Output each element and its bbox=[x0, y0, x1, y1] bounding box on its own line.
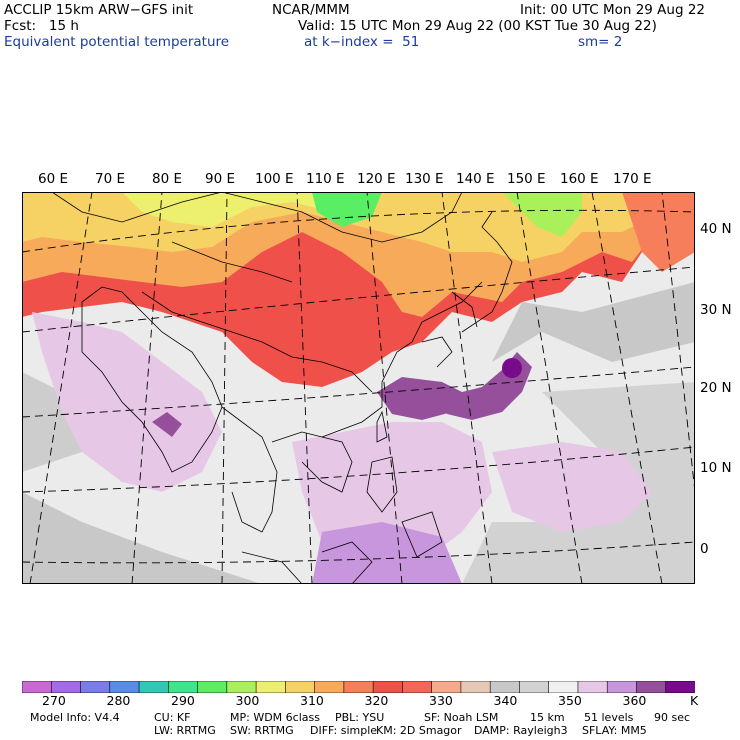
lon-label: 80 E bbox=[152, 171, 182, 187]
map-frame bbox=[22, 192, 695, 584]
field-green bbox=[312, 192, 382, 227]
colorbar-swatch bbox=[255, 681, 287, 693]
graticule bbox=[22, 192, 695, 584]
colorbar-swatch bbox=[489, 681, 521, 693]
colorbar-swatch bbox=[197, 681, 228, 693]
colorbar-tick-label: 310 bbox=[300, 693, 324, 708]
colorbar-swatch bbox=[50, 681, 82, 693]
lon-label: 130 E bbox=[405, 171, 444, 187]
field-purple-bay bbox=[152, 412, 182, 437]
colorbar bbox=[22, 681, 695, 693]
model-title: ACCLIP 15km ARW−GFS init bbox=[4, 2, 194, 18]
lon-label: 150 E bbox=[507, 171, 546, 187]
forecast-hour: Fcst: 15 h bbox=[4, 18, 79, 34]
lon-label: 60 E bbox=[38, 171, 68, 187]
lat-label: 30 N bbox=[700, 302, 732, 318]
footer-item: 15 km bbox=[530, 711, 565, 724]
field-lightyellow bbox=[122, 192, 352, 227]
colorbar-tick-label: 320 bbox=[364, 693, 389, 708]
smoothing-info: sm= 2 bbox=[578, 34, 623, 50]
field-gray-w bbox=[22, 372, 82, 472]
colorbar-swatch bbox=[402, 681, 433, 693]
lon-label: 120 E bbox=[357, 171, 396, 187]
field-mauve-south bbox=[312, 522, 462, 584]
footer-item: DAMP: Rayleigh3 bbox=[474, 724, 568, 737]
colorbar-swatch bbox=[168, 681, 199, 693]
lat-label: 40 N bbox=[700, 221, 732, 237]
colorbar-swatch bbox=[372, 681, 404, 693]
footer-item: Model Info: V4.4 bbox=[30, 711, 120, 724]
footer-item: SFLAY: MM5 bbox=[582, 724, 647, 737]
lon-label: 70 E bbox=[95, 171, 125, 187]
lat-label: 10 N bbox=[700, 460, 732, 476]
init-time: Init: 00 UTC Mon 29 Aug 22 bbox=[520, 2, 705, 18]
footer-item: MP: WDM 6class bbox=[230, 711, 320, 724]
lon-label: 90 E bbox=[205, 171, 235, 187]
colorbar-swatch bbox=[519, 681, 550, 693]
colorbar-swatch bbox=[314, 681, 345, 693]
colorbar-tick-label: 330 bbox=[429, 693, 453, 708]
lat-label: 20 N bbox=[700, 380, 732, 396]
lon-label: 140 E bbox=[456, 171, 495, 187]
field-gray-ne bbox=[492, 282, 695, 362]
colorbar-swatch bbox=[577, 681, 609, 693]
level-info: at k−index = 51 bbox=[304, 34, 420, 50]
colorbar-tick-label: 340 bbox=[493, 693, 518, 708]
lon-label: 100 E bbox=[255, 171, 294, 187]
colorbar-swatch bbox=[460, 681, 491, 693]
coastlines bbox=[51, 192, 513, 584]
colorbar-tick-label: 360 bbox=[622, 693, 647, 708]
colorbar-swatch bbox=[636, 681, 667, 693]
colorbar-swatch bbox=[138, 681, 170, 693]
footer-item: LW: RRTMG bbox=[154, 724, 216, 737]
footer-item: DIFF: simple bbox=[310, 724, 378, 737]
footer-item: SW: RRTMG bbox=[230, 724, 294, 737]
colorbar-swatch bbox=[665, 681, 695, 693]
colorbar-unit: K bbox=[690, 693, 699, 708]
colorbar-swatch bbox=[606, 681, 638, 693]
field-green-ne bbox=[502, 192, 582, 237]
typhoon-core bbox=[502, 358, 522, 378]
colorbar-tick-label: 350 bbox=[558, 693, 582, 708]
field-lilac-india bbox=[32, 312, 222, 492]
colorbar-swatch bbox=[285, 681, 316, 693]
footer-item: CU: KF bbox=[154, 711, 191, 724]
footer-item: 51 levels bbox=[584, 711, 634, 724]
colorbar-tick-label: 280 bbox=[106, 693, 131, 708]
field-gray-sw bbox=[22, 492, 262, 584]
lon-label: 170 E bbox=[613, 171, 652, 187]
footer-item: SF: Noah LSM bbox=[424, 711, 499, 724]
colorbar-swatch bbox=[431, 681, 462, 693]
colorbar-tick-label: 290 bbox=[171, 693, 195, 708]
variable-name: Equivalent potential temperature bbox=[4, 34, 230, 50]
field-lilac-wp bbox=[492, 442, 652, 532]
footer-item: KM: 2D Smagor bbox=[376, 724, 462, 737]
colorbar-swatch bbox=[226, 681, 257, 693]
lat-label: 0 bbox=[700, 541, 709, 557]
lon-label: 160 E bbox=[560, 171, 599, 187]
colorbar-swatch bbox=[22, 681, 53, 693]
field-gray-se bbox=[462, 382, 695, 584]
colorbar-swatch bbox=[80, 681, 111, 693]
field-red-ne bbox=[622, 192, 695, 272]
colorbar-tick-label: 300 bbox=[235, 693, 260, 708]
colorbar-swatch bbox=[548, 681, 579, 693]
footer-item: PBL: YSU bbox=[335, 711, 385, 724]
colorbar-tick-label: 270 bbox=[42, 693, 66, 708]
center-name: NCAR/MMM bbox=[272, 2, 350, 18]
lon-label: 110 E bbox=[306, 171, 345, 187]
theta-e-map bbox=[22, 192, 695, 584]
valid-time: Valid: 15 UTC Mon 29 Aug 22 (00 KST Tue … bbox=[298, 18, 657, 34]
colorbar-swatch bbox=[109, 681, 140, 693]
colorbar-swatch bbox=[343, 681, 374, 693]
footer-item: 90 sec bbox=[654, 711, 691, 724]
